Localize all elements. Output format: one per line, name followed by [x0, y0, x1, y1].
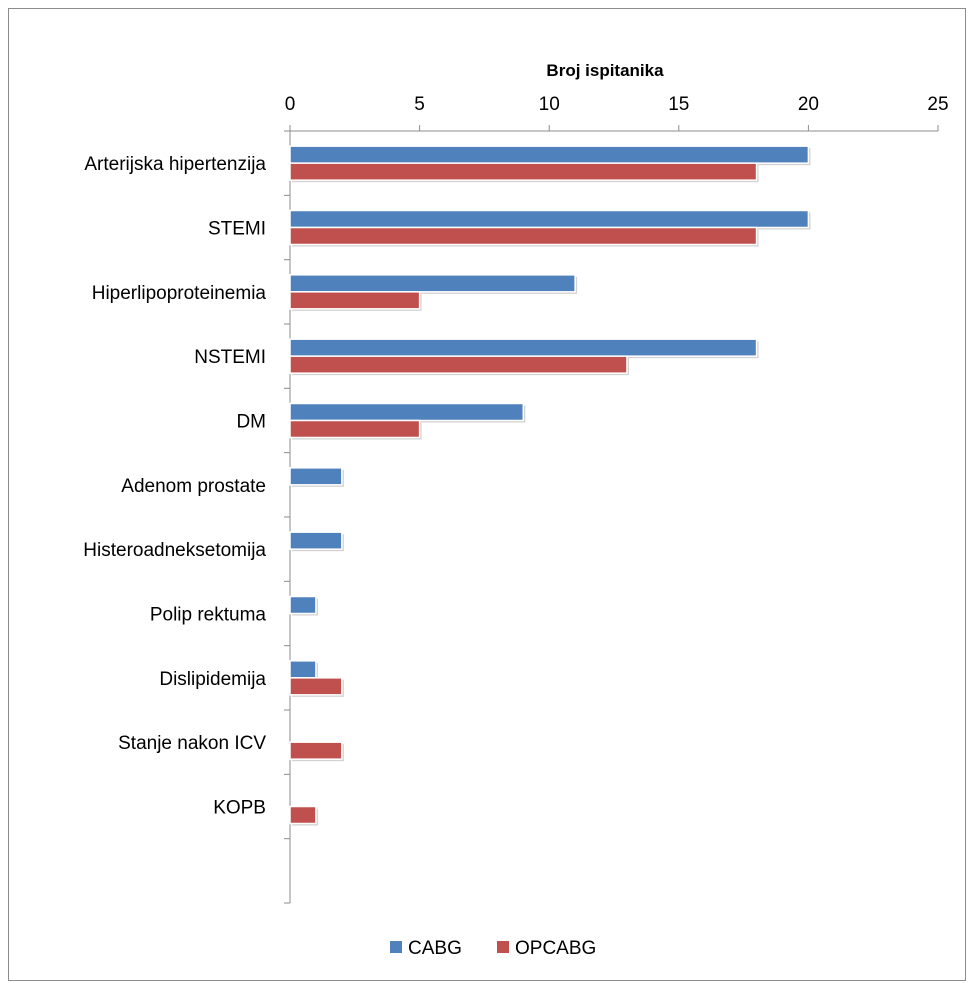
category-label: Arterijska hipertenzija — [84, 154, 266, 175]
bar-opcabg — [289, 741, 343, 760]
axis-title: Broj ispitanika — [546, 61, 664, 80]
bars — [289, 145, 811, 826]
bar-cabg — [289, 467, 343, 486]
category-label: Hiperlipoproteinemia — [92, 283, 267, 304]
bar-opcabg — [289, 226, 758, 246]
legend-swatch — [497, 941, 509, 953]
chart-frame — [8, 8, 966, 981]
bar-opcabg — [289, 805, 317, 825]
x-tick-label: 25 — [927, 94, 948, 115]
legend-label: CABG — [408, 938, 462, 959]
x-tick-label: 5 — [414, 94, 425, 115]
tick-labels: 0 5 10 15 20 25 — [285, 94, 949, 115]
category-label: Stanje nakon ICV — [118, 733, 266, 754]
category-labels: Arterijska hipertenzija STEMI Hiperlipopro… — [83, 154, 266, 818]
bar-opcabg — [289, 419, 421, 439]
legend-label: OPCABG — [515, 938, 596, 959]
legend: CABG OPCABG — [390, 938, 596, 959]
x-tick-label: 10 — [539, 94, 560, 115]
x-tick-label: 0 — [285, 94, 296, 115]
bar-cabg — [289, 145, 810, 164]
category-label: Adenom prostate — [121, 476, 266, 497]
legend-swatch — [390, 941, 402, 953]
category-label: Polip rektuma — [150, 605, 267, 626]
axes — [284, 125, 939, 904]
category-label: STEMI — [208, 219, 266, 240]
bar-cabg — [289, 402, 525, 422]
bar-opcabg — [289, 355, 628, 374]
bar-cabg — [289, 660, 317, 679]
bar-cabg — [289, 209, 810, 229]
category-label: KOPB — [213, 798, 266, 819]
category-label: Histeroadneksetomija — [83, 540, 266, 561]
bar-cabg — [289, 274, 576, 293]
bar-cabg — [289, 531, 343, 550]
bar-opcabg — [289, 162, 758, 181]
x-tick-label: 20 — [798, 94, 819, 115]
x-tick-label: 15 — [668, 94, 689, 115]
category-label: NSTEMI — [194, 347, 266, 368]
category-label: Dislipidemija — [159, 669, 266, 690]
bar-cabg — [289, 338, 758, 357]
bar-cabg — [289, 595, 317, 615]
bar-opcabg — [289, 291, 421, 310]
category-label: DM — [236, 412, 266, 433]
bar-opcabg — [289, 677, 343, 696]
